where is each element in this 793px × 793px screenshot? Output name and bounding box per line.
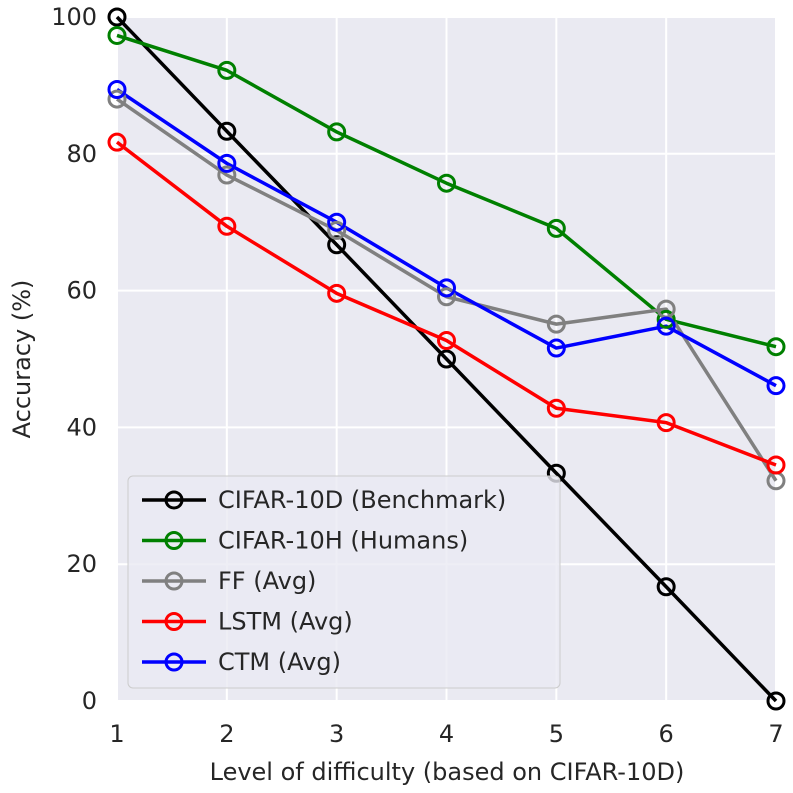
- data-point: [656, 413, 676, 433]
- data-point: [546, 398, 566, 418]
- series-line: [115, 15, 778, 703]
- legend-swatch-marker: [164, 490, 184, 510]
- data-point: [217, 153, 237, 173]
- x-tick-label: 4: [439, 720, 454, 748]
- y-tick-label: 60: [66, 277, 97, 305]
- data-point: [437, 349, 456, 369]
- legend: CIFAR-10D (Benchmark) CIFAR-10H (Humans) F…: [127, 475, 561, 689]
- legend-entry-label: CTM (Avg): [218, 648, 341, 676]
- y-tick-label: 80: [66, 140, 97, 168]
- data-point: [437, 331, 456, 351]
- data-point: [327, 122, 347, 142]
- y-axis-label: Accuracy (%): [8, 280, 36, 439]
- data-point: [107, 7, 127, 27]
- data-point: [217, 60, 237, 80]
- data-point: [546, 338, 566, 358]
- x-tick-label: 5: [549, 720, 564, 748]
- data-point: [766, 376, 786, 396]
- y-tick-labels: 0 20 40 60 80 100: [51, 3, 97, 715]
- x-tick-label: 2: [219, 720, 234, 748]
- legend-swatch-marker: [164, 612, 184, 631]
- x-tick-label: 7: [768, 720, 783, 748]
- data-point: [327, 283, 347, 303]
- data-point: [546, 314, 566, 334]
- y-tick-label: 100: [51, 3, 97, 31]
- data-point: [437, 287, 456, 307]
- legend-swatch-marker: [164, 652, 184, 672]
- x-axis-label: Level of difficulty (based on CIFAR-10D): [210, 758, 685, 786]
- data-point: [766, 455, 786, 475]
- data-point: [766, 337, 786, 357]
- y-tick-label: 20: [66, 550, 97, 578]
- series-line: [115, 140, 777, 467]
- data-point: [437, 173, 456, 193]
- data-point: [327, 220, 347, 240]
- data-point: [766, 691, 786, 711]
- data-point: [107, 25, 127, 45]
- legend-swatch-marker: [164, 531, 184, 550]
- x-tick-label: 3: [329, 720, 344, 748]
- data-point: [437, 278, 456, 298]
- data-point: [217, 216, 237, 236]
- data-point: [217, 165, 237, 185]
- legend-entry-label: LSTM (Avg): [218, 608, 353, 636]
- series-markers: [107, 7, 786, 711]
- data-point: [656, 309, 676, 329]
- x-tick-label: 1: [109, 720, 124, 748]
- legend-entry-label: CIFAR-10D (Benchmark): [218, 486, 506, 514]
- x-tick-labels: 1 2 3 4 5 6 7: [109, 720, 783, 748]
- data-point: [656, 316, 676, 336]
- data-point: [327, 212, 347, 232]
- legend-box: [127, 475, 561, 689]
- x-tick-label: 6: [659, 720, 674, 748]
- y-tick-label: 0: [82, 687, 97, 715]
- data-point: [107, 132, 127, 152]
- data-point: [107, 89, 127, 109]
- legend-swatch-marker: [164, 571, 184, 591]
- data-point: [546, 218, 566, 238]
- y-tick-label: 40: [66, 413, 97, 441]
- data-point: [217, 121, 237, 141]
- legend-entry-label: FF (Avg): [218, 567, 316, 595]
- data-point: [327, 235, 347, 255]
- legend-entry-label: CIFAR-10H (Humans): [218, 527, 468, 555]
- data-point: [107, 80, 127, 100]
- data-point: [656, 577, 676, 597]
